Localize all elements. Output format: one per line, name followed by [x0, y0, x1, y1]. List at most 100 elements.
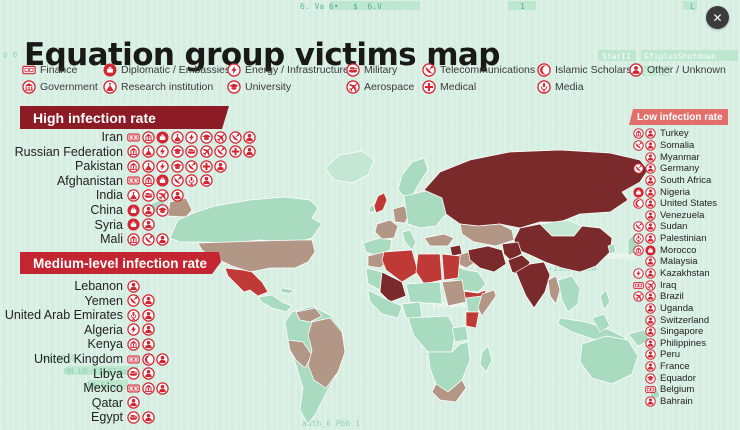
other-icon: [645, 338, 656, 349]
page-title: Equation group victims map: [24, 36, 500, 73]
legend-label: Other / Unknown: [647, 64, 726, 76]
sector-icons: [560, 338, 656, 349]
legend-item-medical: Medical: [422, 80, 476, 94]
legend-label: Medical: [440, 81, 477, 93]
finance-icon: [127, 131, 140, 144]
country-label: Syria: [94, 217, 123, 232]
sector-icons: [127, 218, 155, 231]
map-country-india: [515, 261, 551, 309]
diplomatic-icon: [103, 63, 117, 77]
sector-icons: [560, 198, 656, 209]
islamic-icon: [537, 63, 551, 77]
military-icon: [127, 367, 140, 380]
country-label: Russian Federation: [14, 144, 123, 159]
government-icon: [127, 338, 140, 351]
country-label: Switzerland: [660, 314, 710, 326]
other-icon: [142, 294, 155, 307]
list-item: China: [0, 203, 256, 218]
government-icon: [142, 174, 155, 187]
country-label: United Arab Emirates: [4, 308, 123, 323]
map-country-mali: [379, 271, 407, 303]
list-item: Equador: [560, 372, 717, 384]
diplomatic-icon: [127, 218, 140, 231]
list-item: Myanmar: [560, 151, 717, 163]
medical-icon: [229, 145, 242, 158]
list-item: Qatar: [0, 395, 169, 410]
country-label: Venezuela: [660, 209, 705, 221]
close-button[interactable]: ✕: [706, 6, 729, 29]
university-icon: [171, 145, 184, 158]
list-item: Iran: [0, 130, 256, 145]
country-label: Uganda: [660, 302, 694, 314]
other-icon: [645, 152, 656, 163]
diplomatic-icon: [645, 245, 656, 256]
country-label: Algeria: [84, 322, 123, 337]
islamic-icon: [142, 353, 155, 366]
other-icon: [645, 256, 656, 267]
map-country-borneo: [591, 313, 611, 333]
country-label: Singapore: [660, 326, 704, 338]
map-country-ireland: [368, 203, 376, 214]
list-item: Libya: [0, 366, 169, 381]
research-icon: [103, 80, 117, 94]
other-icon: [629, 63, 643, 77]
list-item: United Kingdom: [0, 352, 169, 367]
telecom-icon: [185, 160, 198, 173]
sector-icons: [560, 187, 656, 198]
other-icon: [645, 396, 656, 407]
bg-block: [642, 66, 670, 76]
other-icon: [243, 131, 256, 144]
other-icon: [645, 163, 656, 174]
university-icon: [200, 131, 213, 144]
legend-label: Finance: [40, 64, 78, 76]
sector-icons: [127, 338, 155, 351]
country-label: Mali: [100, 232, 123, 247]
legend-label: Aerospace: [364, 81, 415, 93]
government-icon: [22, 80, 36, 94]
sector-icons: [127, 323, 155, 336]
country-label: United Kingdom: [34, 352, 123, 366]
legend-item-research: Research institution: [103, 80, 213, 94]
map-country-congo: [407, 315, 457, 353]
other-icon: [645, 128, 656, 139]
finance-icon: [645, 384, 656, 395]
other-icon: [142, 338, 155, 351]
list-item: Switzerland: [560, 314, 717, 326]
legend-label: University: [245, 81, 292, 93]
media-icon: [127, 309, 140, 322]
aerospace-icon: [200, 145, 213, 158]
government-icon: [127, 233, 140, 246]
sector-icons: [560, 175, 656, 186]
telecom-icon: [633, 140, 644, 151]
sector-icons: [127, 353, 169, 366]
country-label: South Africa: [660, 174, 712, 186]
sector-icons: [560, 221, 656, 232]
legend-item-military: Military: [346, 63, 397, 77]
map-country-turkey: [423, 233, 455, 247]
list-item: Mali: [0, 232, 256, 247]
finance-icon: [127, 382, 140, 395]
country-label: Turkey: [660, 128, 689, 140]
finance-icon: [127, 174, 140, 187]
country-label: Yemen: [84, 293, 123, 308]
list-item: Germany: [560, 163, 717, 175]
list-item: Pakistan: [0, 159, 256, 174]
map-country-nigerchad: [405, 281, 443, 305]
legend-item-government: Government: [22, 80, 98, 94]
sector-icons: [127, 367, 155, 380]
other-icon: [200, 174, 213, 187]
country-label: Sudan: [660, 221, 688, 233]
country-label: India: [95, 188, 123, 203]
list-item: Syria: [0, 217, 256, 232]
map-country-tanzania: [451, 325, 469, 343]
sector-icons: [560, 256, 656, 267]
country-label: Belgium: [660, 384, 695, 396]
finance-icon: [127, 353, 140, 366]
sector-icons: [127, 204, 169, 217]
other-icon: [645, 268, 656, 279]
map-country-camerica: [257, 294, 293, 313]
sector-icons: [560, 315, 656, 326]
other-icon: [243, 145, 256, 158]
list-item: United Arab Emirates: [0, 308, 169, 323]
map-country-mauritania: [365, 267, 383, 291]
